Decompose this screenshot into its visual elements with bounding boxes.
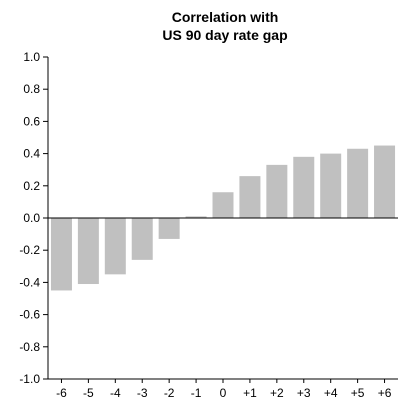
bar--2 [158, 218, 180, 239]
bar--3 [131, 218, 153, 260]
y-tick-label: 0.2 [23, 179, 40, 193]
y-tick-label: -0.8 [19, 340, 40, 354]
chart-title-line-2: US 90 day rate gap [162, 27, 287, 43]
axes-group [43, 56, 398, 383]
x-tick-label: -3 [137, 386, 148, 400]
x-tick-label: +4 [324, 386, 338, 400]
x-tick-label: +6 [378, 386, 392, 400]
bar-+2 [266, 164, 288, 218]
bar-+6 [374, 145, 396, 218]
x-tick-label: +5 [351, 386, 365, 400]
bar--5 [77, 218, 99, 285]
y-tick-label: 0.6 [23, 114, 40, 128]
bar-+4 [320, 153, 342, 218]
y-tick-labels: 1.0 0.8 0.6 0.4 0.2 0.0 -0.2 -0.4 -0.6 -0.8 -1.0 [19, 50, 40, 386]
y-tick-label: 0.8 [23, 82, 40, 96]
y-tick-label: -0.4 [19, 275, 40, 289]
x-tick-label: +2 [270, 386, 284, 400]
x-tick-labels: -6 -5 -4 -3 -2 -1 0 +1 +2 +3 +4 +5 +6 [56, 386, 392, 400]
bar-+1 [239, 176, 261, 218]
x-tick-label: -4 [110, 386, 121, 400]
y-tick-label: -0.2 [19, 243, 40, 257]
chart-title-line-1: Correlation with [172, 9, 279, 25]
bar-+5 [347, 148, 369, 218]
x-tick-label: +1 [243, 386, 257, 400]
y-tick-label: 0.4 [23, 147, 40, 161]
bar--1 [185, 216, 207, 218]
x-tick-label: -2 [164, 386, 175, 400]
x-tick-label: 0 [220, 386, 227, 400]
x-tick-label: +3 [297, 386, 311, 400]
bar-+3 [293, 156, 315, 218]
y-tick-label: -0.6 [19, 308, 40, 322]
x-tick-label: -6 [56, 386, 67, 400]
x-tick-label: -1 [191, 386, 202, 400]
bar--6 [50, 218, 72, 291]
bar--4 [104, 218, 126, 275]
y-tick-label: 1.0 [23, 50, 40, 64]
x-tick-label: -5 [83, 386, 94, 400]
y-tick-label: 0.0 [23, 211, 40, 225]
bars-group [50, 145, 396, 291]
bar-0 [212, 192, 234, 218]
y-tick-label: -1.0 [19, 372, 40, 386]
